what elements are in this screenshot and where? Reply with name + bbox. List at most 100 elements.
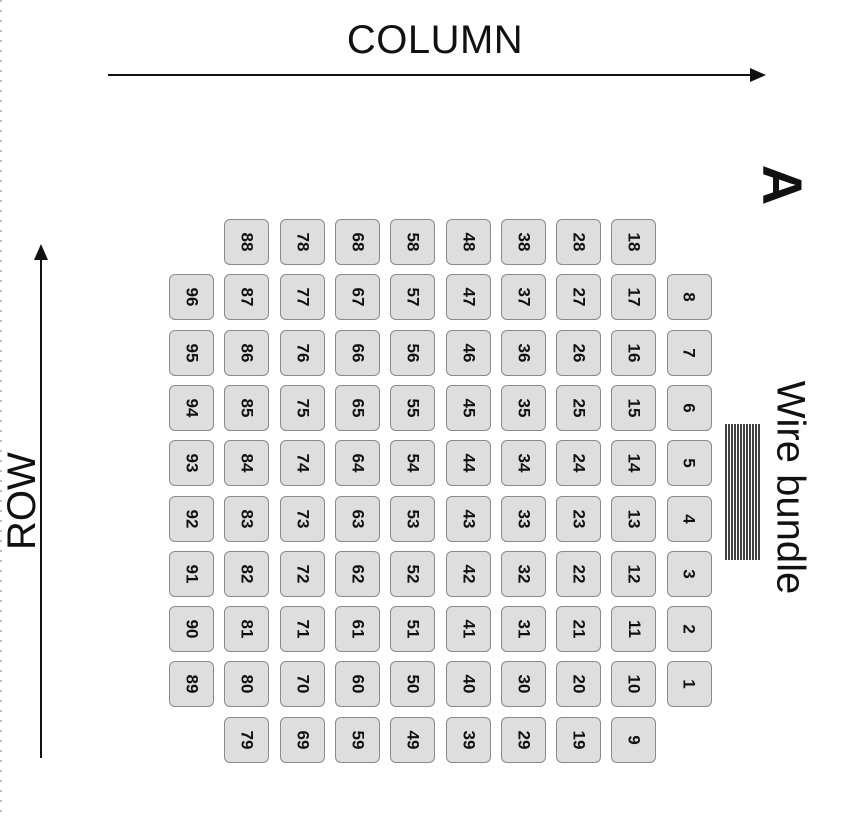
electrode-number: 10 [624,674,644,694]
electrode-number: 3 [680,569,700,579]
electrode-number: 34 [514,453,534,473]
electrode-number: 88 [237,232,257,252]
electrode-number: 22 [569,564,589,584]
electrode-number: 45 [458,398,478,418]
electrode-number: 55 [403,398,423,418]
electrode-number: 70 [293,674,313,694]
electrode-78: 78 [279,219,325,265]
electrode-58: 58 [390,219,436,265]
electrode-41: 41 [445,606,491,653]
electrode-number: 61 [348,619,368,639]
electrode-23: 23 [556,495,602,542]
electrode-number: 50 [403,674,423,694]
electrode-number: 78 [293,232,313,252]
electrode-number: 85 [237,398,257,418]
electrode-56: 56 [390,329,436,376]
electrode-43: 43 [445,495,491,542]
electrode-93: 93 [169,440,214,487]
electrode-55: 55 [390,384,436,431]
electrode-65: 65 [334,384,380,431]
electrode-46: 46 [445,329,491,376]
electrode-number: 49 [403,730,423,750]
electrode-number: 65 [348,398,368,418]
electrode-91: 91 [169,550,214,597]
electrode-50: 50 [390,661,436,708]
electrode-number: 82 [237,564,257,584]
electrode-75: 75 [279,384,325,431]
electrode-89: 89 [169,661,214,708]
electrode-number: 67 [348,287,368,307]
electrode-number: 92 [182,509,202,528]
electrode-88: 88 [224,219,270,265]
electrode-77: 77 [279,274,325,321]
electrode-1: 1 [666,661,712,708]
electrode-number: 42 [458,564,478,584]
electrode-11: 11 [611,606,657,653]
electrode-number: 25 [569,398,589,418]
electrode-number: 33 [514,509,534,528]
electrode-71: 71 [279,606,325,653]
electrode-45: 45 [445,384,491,431]
electrode-number: 57 [403,287,423,307]
electrode-74: 74 [279,440,325,487]
electrode-number: 76 [293,343,313,363]
electrode-18: 18 [611,219,657,265]
electrode-33: 33 [500,495,546,542]
electrode-number: 29 [514,730,534,750]
electrode-17: 17 [611,274,657,321]
electrode-36: 36 [500,329,546,376]
electrode-number: 89 [182,674,202,694]
electrode-38: 38 [500,219,546,265]
electrode-52: 52 [390,550,436,597]
electrode-number: 39 [458,730,478,750]
electrode-number: 5 [680,458,700,468]
electrode-number: 81 [237,619,257,639]
electrode-13: 13 [611,495,657,542]
electrode-number: 9 [624,734,644,745]
electrode-number: 31 [514,619,534,639]
electrode-7: 7 [666,329,712,376]
electrode-number: 54 [403,453,423,473]
electrode-number: 11 [624,620,644,639]
electrode-70: 70 [279,661,325,708]
electrode-number: 1 [680,679,700,690]
electrode-61: 61 [334,606,380,653]
electrode-number: 74 [293,453,313,473]
electrode-90: 90 [169,606,214,653]
electrode-number: 90 [182,619,202,639]
electrode-12: 12 [611,550,657,597]
electrode-number: 53 [403,509,423,528]
electrode-number: 43 [458,509,478,528]
electrode-42: 42 [445,550,491,597]
electrode-number: 47 [458,287,478,307]
electrode-81: 81 [224,606,270,653]
electrode-62: 62 [334,550,380,597]
electrode-number: 18 [624,232,644,252]
electrode-5: 5 [666,440,712,487]
electrode-4: 4 [666,495,712,542]
electrode-83: 83 [224,495,270,542]
electrode-number: 63 [348,509,368,528]
electrode-number: 66 [348,343,368,363]
electrode-10: 10 [611,661,657,708]
electrode-number: 40 [458,674,478,694]
electrode-number: 17 [624,287,644,307]
electrode-21: 21 [556,606,602,653]
electrode-number: 41 [458,619,478,639]
electrode-number: 19 [569,730,589,750]
electrode-number: 15 [624,398,644,418]
electrode-9: 9 [611,716,657,763]
electrode-29: 29 [500,716,546,763]
electrode-number: 73 [293,509,313,528]
electrode-number: 7 [680,347,700,358]
electrode-number: 68 [348,232,368,252]
electrode-number: 21 [569,619,589,639]
electrode-number: 51 [403,619,423,639]
electrode-85: 85 [224,384,270,431]
electrode-49: 49 [390,716,436,763]
electrode-number: 62 [348,564,368,584]
electrode-72: 72 [279,550,325,597]
electrode-57: 57 [390,274,436,321]
electrode-number: 48 [458,232,478,252]
electrode-48: 48 [445,219,491,265]
